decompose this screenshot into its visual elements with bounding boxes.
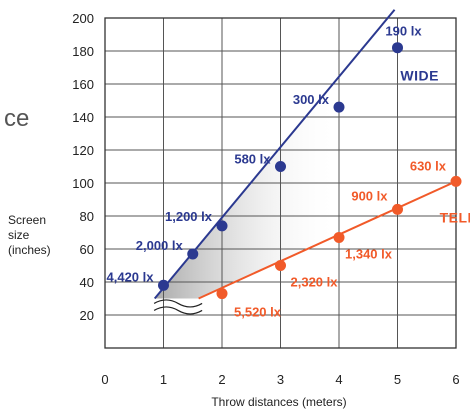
- y-tick-label: 140: [72, 110, 94, 125]
- x-tick-label: 1: [160, 372, 167, 387]
- stray-text: ce: [4, 105, 29, 132]
- wide-point-label: 1,200 lx: [165, 209, 213, 224]
- x-tick-label: 6: [452, 372, 459, 387]
- tele-data-point: [275, 260, 286, 271]
- tele-point-label: 630 lx: [410, 158, 447, 173]
- wide-data-point: [333, 101, 345, 113]
- x-tick-label: 4: [335, 372, 342, 387]
- wide-data-point: [275, 161, 286, 172]
- x-tick-label: 5: [394, 372, 401, 387]
- y-tick-label: 200: [72, 11, 94, 26]
- tele-data-point: [392, 203, 403, 215]
- tele-series-label: TELE: [440, 210, 470, 226]
- tele-data-point: [450, 175, 462, 187]
- series-layer: 4,420 lx 2,000 lx 1,200 lx 580 lx 300 lx 190 …: [107, 9, 470, 320]
- tele-point-label: 5,520 lx: [234, 305, 282, 320]
- wide-point-label: 2,000 lx: [136, 238, 184, 253]
- tele-data-point: [333, 231, 345, 243]
- wide-data-point: [392, 42, 403, 54]
- grid-lines: [105, 18, 456, 348]
- x-axis-title: Throw distances (meters): [211, 395, 346, 409]
- wide-data-point: [158, 279, 169, 291]
- wide-point-label: 4,420 lx: [107, 269, 155, 284]
- wide-series-label: WIDE: [400, 68, 439, 84]
- axis-break-mark: [153, 299, 203, 315]
- wide-point-label: 300 lx: [293, 92, 330, 107]
- y-tick-label: 60: [80, 242, 94, 257]
- y-tick-label: 80: [80, 209, 94, 224]
- y-tick-label: 160: [72, 77, 94, 92]
- y-tick-label: 120: [72, 143, 94, 158]
- tele-point-label: 2,320 lx: [291, 275, 339, 290]
- y-axis-title-line-2: size: [8, 228, 30, 242]
- x-tick-label: 2: [218, 372, 225, 387]
- tick-labels: 0 1 2 3 4 5 6 20 40 60 80 100 120 140 160 180 200: [72, 11, 459, 387]
- tele-data-point: [216, 288, 228, 300]
- y-axis-title-line-1: Screen: [8, 213, 46, 227]
- tele-series-line: [198, 180, 457, 300]
- wide-data-point: [216, 220, 228, 232]
- x-tick-label: 0: [101, 372, 108, 387]
- y-tick-label: 40: [80, 275, 94, 290]
- wide-data-point: [187, 248, 199, 260]
- wide-point-label: 190 lx: [385, 24, 422, 39]
- y-tick-label: 20: [80, 308, 94, 323]
- y-tick-label: 100: [72, 176, 94, 191]
- tele-point-label: 900 lx: [351, 188, 388, 203]
- y-tick-label: 180: [72, 44, 94, 59]
- tele-point-label: 1,340 lx: [345, 246, 393, 261]
- y-axis-title-line-3: (inches): [8, 243, 51, 257]
- wide-point-label: 580 lx: [234, 152, 271, 167]
- x-tick-label: 3: [277, 372, 284, 387]
- axis-break-wave: [153, 306, 203, 315]
- axis-break-wave: [153, 299, 203, 308]
